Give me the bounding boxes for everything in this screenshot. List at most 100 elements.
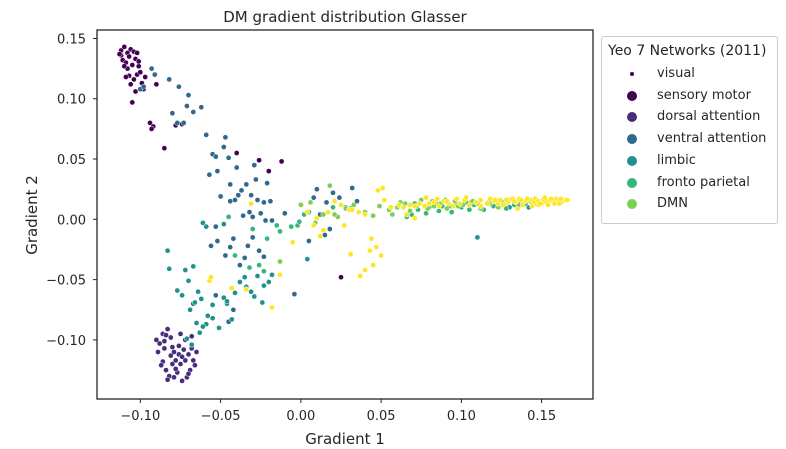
data-point <box>228 316 235 323</box>
data-point <box>206 171 213 178</box>
data-point <box>161 338 168 344</box>
data-point <box>269 271 275 278</box>
data-point <box>436 203 442 209</box>
data-point <box>368 235 375 242</box>
data-point <box>177 331 184 337</box>
data-point <box>179 353 185 360</box>
data-point <box>158 362 165 369</box>
data-point <box>357 273 364 279</box>
data-point <box>243 181 250 188</box>
data-point <box>530 199 537 206</box>
data-point <box>524 195 531 202</box>
data-point <box>132 88 139 95</box>
data-point <box>548 195 555 202</box>
data-point <box>241 255 248 261</box>
data-point <box>166 76 173 83</box>
data-point <box>237 262 243 268</box>
y-tick-label: −0.05 <box>46 274 86 289</box>
data-point <box>179 378 185 384</box>
data-point <box>330 204 336 211</box>
data-point <box>129 62 136 68</box>
data-point <box>277 271 283 278</box>
data-point <box>188 341 195 348</box>
data-point <box>190 357 197 364</box>
data-point <box>135 58 142 65</box>
data-point <box>370 212 376 219</box>
data-point <box>193 349 200 355</box>
data-point <box>230 235 237 242</box>
data-point <box>174 120 181 126</box>
data-point <box>400 204 407 211</box>
data-point <box>134 50 140 56</box>
data-point <box>233 150 240 156</box>
data-point <box>176 343 182 349</box>
data-point <box>233 164 240 171</box>
data-point <box>246 209 253 215</box>
data-point <box>500 202 506 208</box>
data-point <box>166 265 173 272</box>
x-tick-label: −0.05 <box>201 409 241 424</box>
data-point <box>310 194 317 201</box>
data-point <box>423 210 429 217</box>
data-point <box>306 238 312 244</box>
data-point <box>326 182 333 189</box>
data-point <box>184 103 190 109</box>
data-point <box>556 200 563 207</box>
data-point <box>228 285 235 291</box>
data-point <box>196 329 203 336</box>
data-point <box>362 267 368 273</box>
data-point <box>288 223 295 230</box>
data-point <box>254 197 261 203</box>
data-point <box>195 288 201 295</box>
data-point <box>289 239 296 246</box>
data-point <box>184 335 190 342</box>
x-axis-label: Gradient 1 <box>305 430 385 448</box>
x-tick-label: 0.00 <box>286 409 315 424</box>
data-point <box>126 53 132 60</box>
y-axis: −0.10 −0.05 0.00 0.05 0.10 0.15 <box>46 32 97 349</box>
data-point <box>192 362 198 369</box>
data-point <box>354 198 360 205</box>
data-point <box>172 366 179 372</box>
data-point <box>474 234 481 241</box>
data-point <box>564 197 571 203</box>
data-point <box>370 262 376 268</box>
data-point <box>169 344 176 350</box>
data-point <box>172 357 179 364</box>
series-unlabeled <box>206 185 571 311</box>
data-point <box>558 195 564 202</box>
data-point <box>208 243 214 249</box>
data-point <box>214 168 221 174</box>
data-point <box>492 197 498 203</box>
data-point <box>148 65 155 72</box>
data-point <box>269 304 275 311</box>
data-point <box>127 81 134 88</box>
data-point <box>264 235 270 242</box>
y-tick-label: 0.10 <box>57 93 86 108</box>
data-point <box>156 340 163 347</box>
data-point <box>304 256 311 262</box>
data-point <box>131 76 137 83</box>
data-point <box>517 197 524 203</box>
series-limbic <box>164 199 532 348</box>
data-point <box>277 258 283 265</box>
data-point <box>256 247 262 254</box>
data-point <box>320 211 327 218</box>
data-point <box>167 352 174 359</box>
data-point <box>378 252 384 259</box>
legend-item: fronto parietal <box>602 173 778 193</box>
legend-item: DMN <box>602 194 778 214</box>
data-point <box>232 197 238 203</box>
data-point <box>326 226 333 232</box>
legend-label: fronto parietal <box>657 174 750 190</box>
series-ventral-attention <box>137 65 360 325</box>
x-axis: −0.10 −0.05 0.00 0.05 0.10 0.15 <box>120 399 556 424</box>
data-point <box>261 282 267 289</box>
data-point <box>426 200 433 207</box>
data-point <box>180 346 187 353</box>
legend-label: visual <box>657 66 695 81</box>
data-point <box>227 198 234 205</box>
data-point <box>519 202 526 208</box>
data-point <box>169 110 176 117</box>
